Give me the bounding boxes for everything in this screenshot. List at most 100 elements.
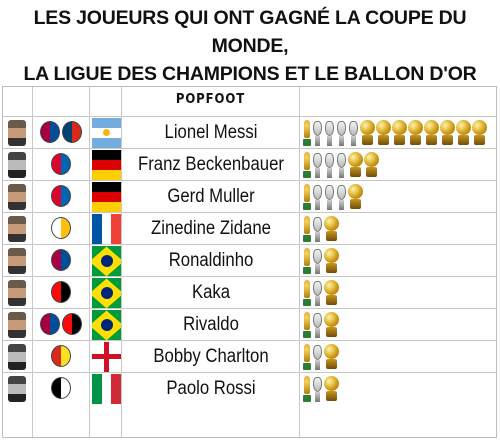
player-name: Lionel Messi (164, 122, 258, 143)
column-divider (89, 87, 90, 437)
champions-league-trophy-icon (336, 120, 347, 146)
champions-league-trophy-icon (312, 216, 323, 242)
bayern-munich-crest-icon (51, 185, 71, 207)
row-divider (3, 372, 496, 373)
table-row: Bobby Charlton (3, 341, 496, 373)
ballon-dor-trophy-icon (324, 344, 339, 370)
ballon-dor-trophy-icon (472, 120, 487, 146)
title-line-1: LES JOUEURS QUI ONT GAGNÉ LA COUPE DU MO… (33, 7, 467, 57)
table-row: Paolo Rossi (3, 373, 496, 405)
ballon-dor-trophy-icon (424, 120, 439, 146)
ac-milan-crest-icon (62, 313, 82, 335)
player-name: Paolo Rossi (166, 378, 256, 399)
world-cup-trophy-icon (303, 248, 311, 274)
popfoot-logo: POPFOOT (121, 91, 299, 113)
title-line-2: LA LIGUE DES CHAMPIONS ET LE BALLON D'OR (23, 63, 477, 85)
club-crests (35, 185, 87, 209)
trophy-list (303, 184, 364, 212)
table-row: Ronaldinho (3, 245, 496, 277)
champions-league-trophy-icon (324, 152, 335, 178)
champions-league-trophy-icon (312, 184, 323, 210)
world-cup-trophy-icon (303, 216, 311, 242)
column-divider (121, 87, 122, 437)
ballon-dor-trophy-icon (364, 152, 379, 178)
trophy-list (303, 376, 340, 404)
ballon-dor-trophy-icon (456, 120, 471, 146)
player-photo (8, 280, 26, 306)
germany-flag-icon (92, 182, 121, 212)
player-photo (8, 120, 26, 146)
player-name: Gerd Muller (167, 186, 255, 207)
player-name: Franz Beckenbauer (138, 154, 284, 175)
club-crests (35, 217, 87, 241)
ac-milan-crest-icon (51, 281, 71, 303)
champions-league-trophy-icon (312, 248, 323, 274)
ballon-dor-trophy-icon (392, 120, 407, 146)
row-divider (3, 212, 496, 213)
champions-league-trophy-icon (336, 152, 347, 178)
champions-league-trophy-icon (336, 184, 347, 210)
player-name: Bobby Charlton (153, 346, 269, 367)
champions-league-trophy-icon (312, 280, 323, 306)
player-name: Zinedine Zidane (151, 218, 271, 239)
manchester-united-crest-icon (51, 345, 71, 367)
champions-league-trophy-icon (348, 120, 359, 146)
ballon-dor-trophy-icon (348, 152, 363, 178)
trophy-list (303, 312, 340, 340)
real-madrid-crest-icon (51, 217, 71, 239)
row-divider (3, 340, 496, 341)
player-photo (8, 184, 26, 210)
brazil-flag-icon (92, 246, 121, 276)
psg-crest-icon (62, 121, 82, 143)
champions-league-trophy-icon (312, 152, 323, 178)
ballon-dor-trophy-icon (324, 216, 339, 242)
ballon-dor-trophy-icon (324, 248, 339, 274)
juventus-crest-icon (51, 377, 71, 399)
ballon-dor-trophy-icon (324, 312, 339, 338)
player-photo (8, 344, 26, 370)
france-flag-icon (92, 214, 121, 244)
player-name: Rivaldo (183, 314, 239, 335)
players-table: POPFOOT Lionel Messi Franz Beckenbauer Ger… (2, 86, 497, 438)
row-divider (3, 276, 496, 277)
world-cup-trophy-icon (303, 152, 311, 178)
champions-league-trophy-icon (324, 184, 335, 210)
world-cup-trophy-icon (303, 344, 311, 370)
trophy-list (303, 248, 340, 276)
player-photo (8, 376, 26, 402)
brazil-flag-icon (92, 310, 121, 340)
ballon-dor-trophy-icon (324, 280, 339, 306)
player-name: Kaka (191, 282, 231, 303)
row-divider (3, 244, 496, 245)
player-photo (8, 248, 26, 274)
fc-barcelona-crest-icon (40, 313, 60, 335)
ballon-dor-trophy-icon (348, 184, 363, 210)
ballon-dor-trophy-icon (360, 120, 375, 146)
trophy-list (303, 216, 340, 244)
world-cup-trophy-icon (303, 280, 311, 306)
champions-league-trophy-icon (312, 344, 323, 370)
row-divider (3, 180, 496, 181)
world-cup-trophy-icon (303, 376, 311, 402)
ballon-dor-trophy-icon (408, 120, 423, 146)
table-row: Kaka (3, 277, 496, 309)
table-row: Zinedine Zidane (3, 213, 496, 245)
world-cup-trophy-icon (303, 312, 311, 338)
player-photo (8, 312, 26, 338)
ballon-dor-trophy-icon (324, 376, 339, 402)
fc-barcelona-crest-icon (51, 249, 71, 271)
table-row: Lionel Messi (3, 117, 496, 149)
germany-flag-icon (92, 150, 121, 180)
trophy-list (303, 344, 340, 372)
column-divider (299, 87, 300, 437)
club-crests (35, 345, 87, 369)
bayern-munich-crest-icon (51, 153, 71, 175)
champions-league-trophy-icon (312, 120, 323, 146)
club-crests (35, 313, 87, 337)
champions-league-trophy-icon (312, 312, 323, 338)
player-photo (8, 216, 26, 242)
world-cup-trophy-icon (303, 120, 311, 146)
row-divider (3, 116, 496, 117)
argentina-flag-icon (92, 118, 121, 148)
